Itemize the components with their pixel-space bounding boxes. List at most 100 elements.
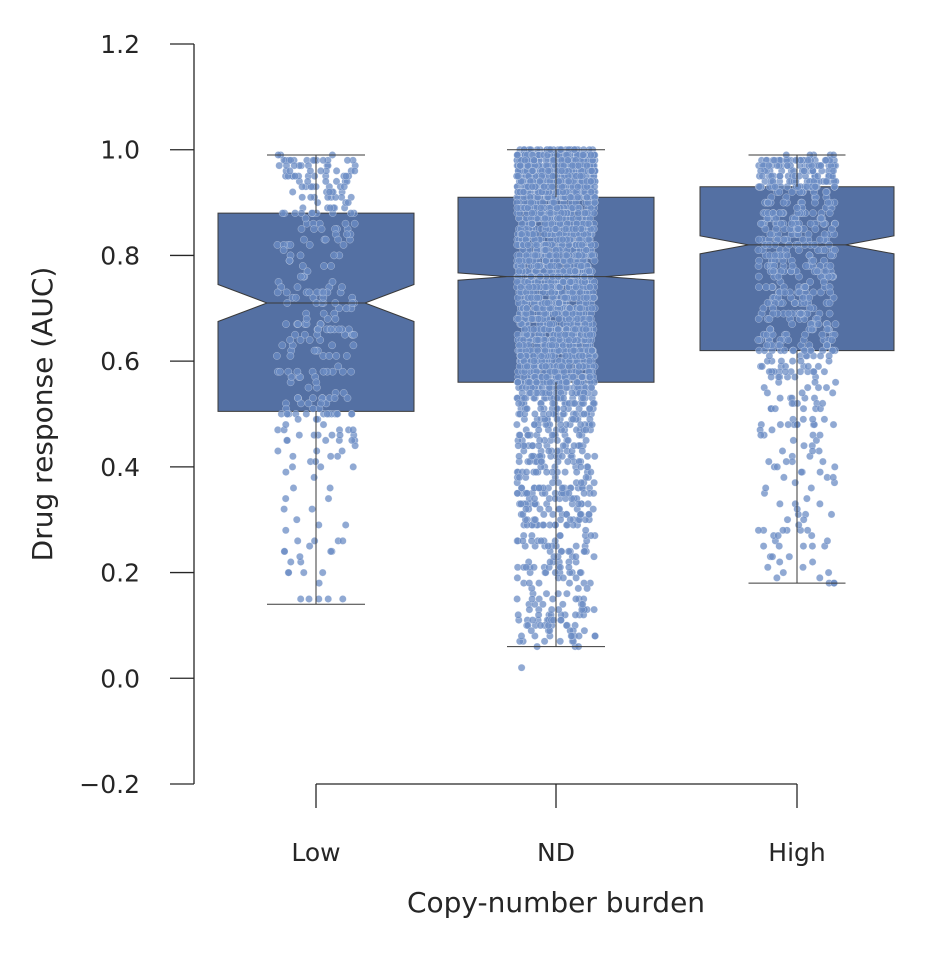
data-point — [277, 283, 286, 291]
data-point — [350, 167, 359, 175]
data-point — [515, 473, 524, 482]
data-point — [808, 447, 817, 455]
data-point — [344, 198, 353, 207]
data-point — [537, 537, 545, 545]
data-point — [297, 399, 305, 408]
data-point — [571, 267, 579, 276]
data-point — [516, 283, 525, 291]
data-point — [341, 219, 350, 228]
data-point — [528, 616, 537, 624]
data-point — [821, 156, 830, 165]
data-point — [350, 330, 358, 339]
data-point — [792, 156, 800, 165]
data-point — [779, 198, 788, 207]
data-point — [830, 182, 839, 191]
data-point — [531, 632, 539, 640]
data-point — [799, 542, 808, 550]
data-point — [822, 383, 831, 392]
data-point — [817, 288, 825, 297]
data-point — [532, 389, 541, 397]
data-point — [274, 447, 282, 455]
axes: −0.2 0.0 0.2 0.4 0.6 0.8 1.0 1.2 Low ND High — [79, 30, 825, 867]
data-point — [342, 304, 351, 313]
data-point — [534, 611, 543, 619]
data-point — [522, 468, 531, 476]
data-point — [769, 309, 778, 318]
data-point — [292, 515, 301, 524]
data-point — [541, 362, 550, 371]
data-point — [775, 209, 784, 217]
data-point — [343, 156, 352, 165]
data-point — [566, 304, 574, 313]
data-point — [533, 336, 542, 344]
data-point — [524, 241, 532, 249]
data-point — [557, 616, 565, 624]
data-point — [764, 563, 772, 572]
data-point — [301, 214, 310, 223]
data-point — [522, 505, 530, 513]
data-point — [280, 547, 289, 556]
data-point — [293, 537, 302, 545]
data-point — [555, 299, 563, 307]
data-point — [340, 182, 349, 191]
data-point — [513, 420, 521, 429]
data-point — [306, 193, 315, 202]
data-point — [535, 579, 543, 587]
data-point — [788, 399, 796, 408]
data-point — [309, 156, 318, 165]
data-point — [551, 494, 560, 503]
data-point — [575, 362, 583, 371]
data-point — [808, 415, 817, 424]
data-point — [583, 161, 591, 170]
data-point — [332, 167, 341, 175]
data-point — [319, 367, 328, 376]
data-point — [349, 463, 358, 471]
data-point — [829, 293, 838, 302]
data-point — [782, 457, 791, 466]
data-point — [525, 579, 534, 587]
data-point — [563, 589, 571, 598]
data-point — [758, 362, 766, 371]
data-point — [759, 304, 768, 313]
data-point — [531, 410, 539, 418]
data-point — [330, 251, 338, 260]
data-point — [776, 394, 784, 402]
data-point — [824, 568, 833, 577]
data-point — [558, 362, 566, 371]
data-point — [335, 325, 343, 334]
data-point — [814, 320, 823, 328]
data-point — [555, 315, 563, 323]
data-point — [522, 563, 530, 572]
data-point — [292, 293, 300, 302]
data-point — [528, 595, 536, 603]
data-point — [513, 204, 522, 212]
data-point — [572, 595, 580, 603]
data-point — [767, 373, 776, 381]
data-point — [794, 225, 803, 233]
data-point — [809, 288, 818, 297]
data-point — [820, 278, 828, 286]
data-point — [328, 341, 336, 350]
data-point — [771, 404, 780, 413]
data-point — [569, 415, 577, 424]
data-point — [587, 177, 595, 186]
data-point — [762, 283, 770, 291]
data-point — [291, 330, 299, 339]
data-point — [347, 410, 356, 418]
data-point — [831, 463, 839, 471]
y-tick-label: 1.0 — [100, 136, 140, 165]
data-point — [318, 568, 327, 577]
data-point — [338, 367, 347, 376]
data-point — [763, 389, 772, 397]
data-point — [542, 468, 551, 476]
data-point — [286, 558, 295, 566]
data-point — [333, 410, 342, 418]
data-point — [588, 346, 596, 355]
data-point — [305, 241, 314, 249]
data-point — [791, 478, 800, 487]
data-point — [580, 547, 589, 556]
data-point — [541, 346, 549, 355]
data-point — [287, 373, 296, 381]
data-point — [774, 272, 783, 281]
data-point — [514, 378, 522, 387]
